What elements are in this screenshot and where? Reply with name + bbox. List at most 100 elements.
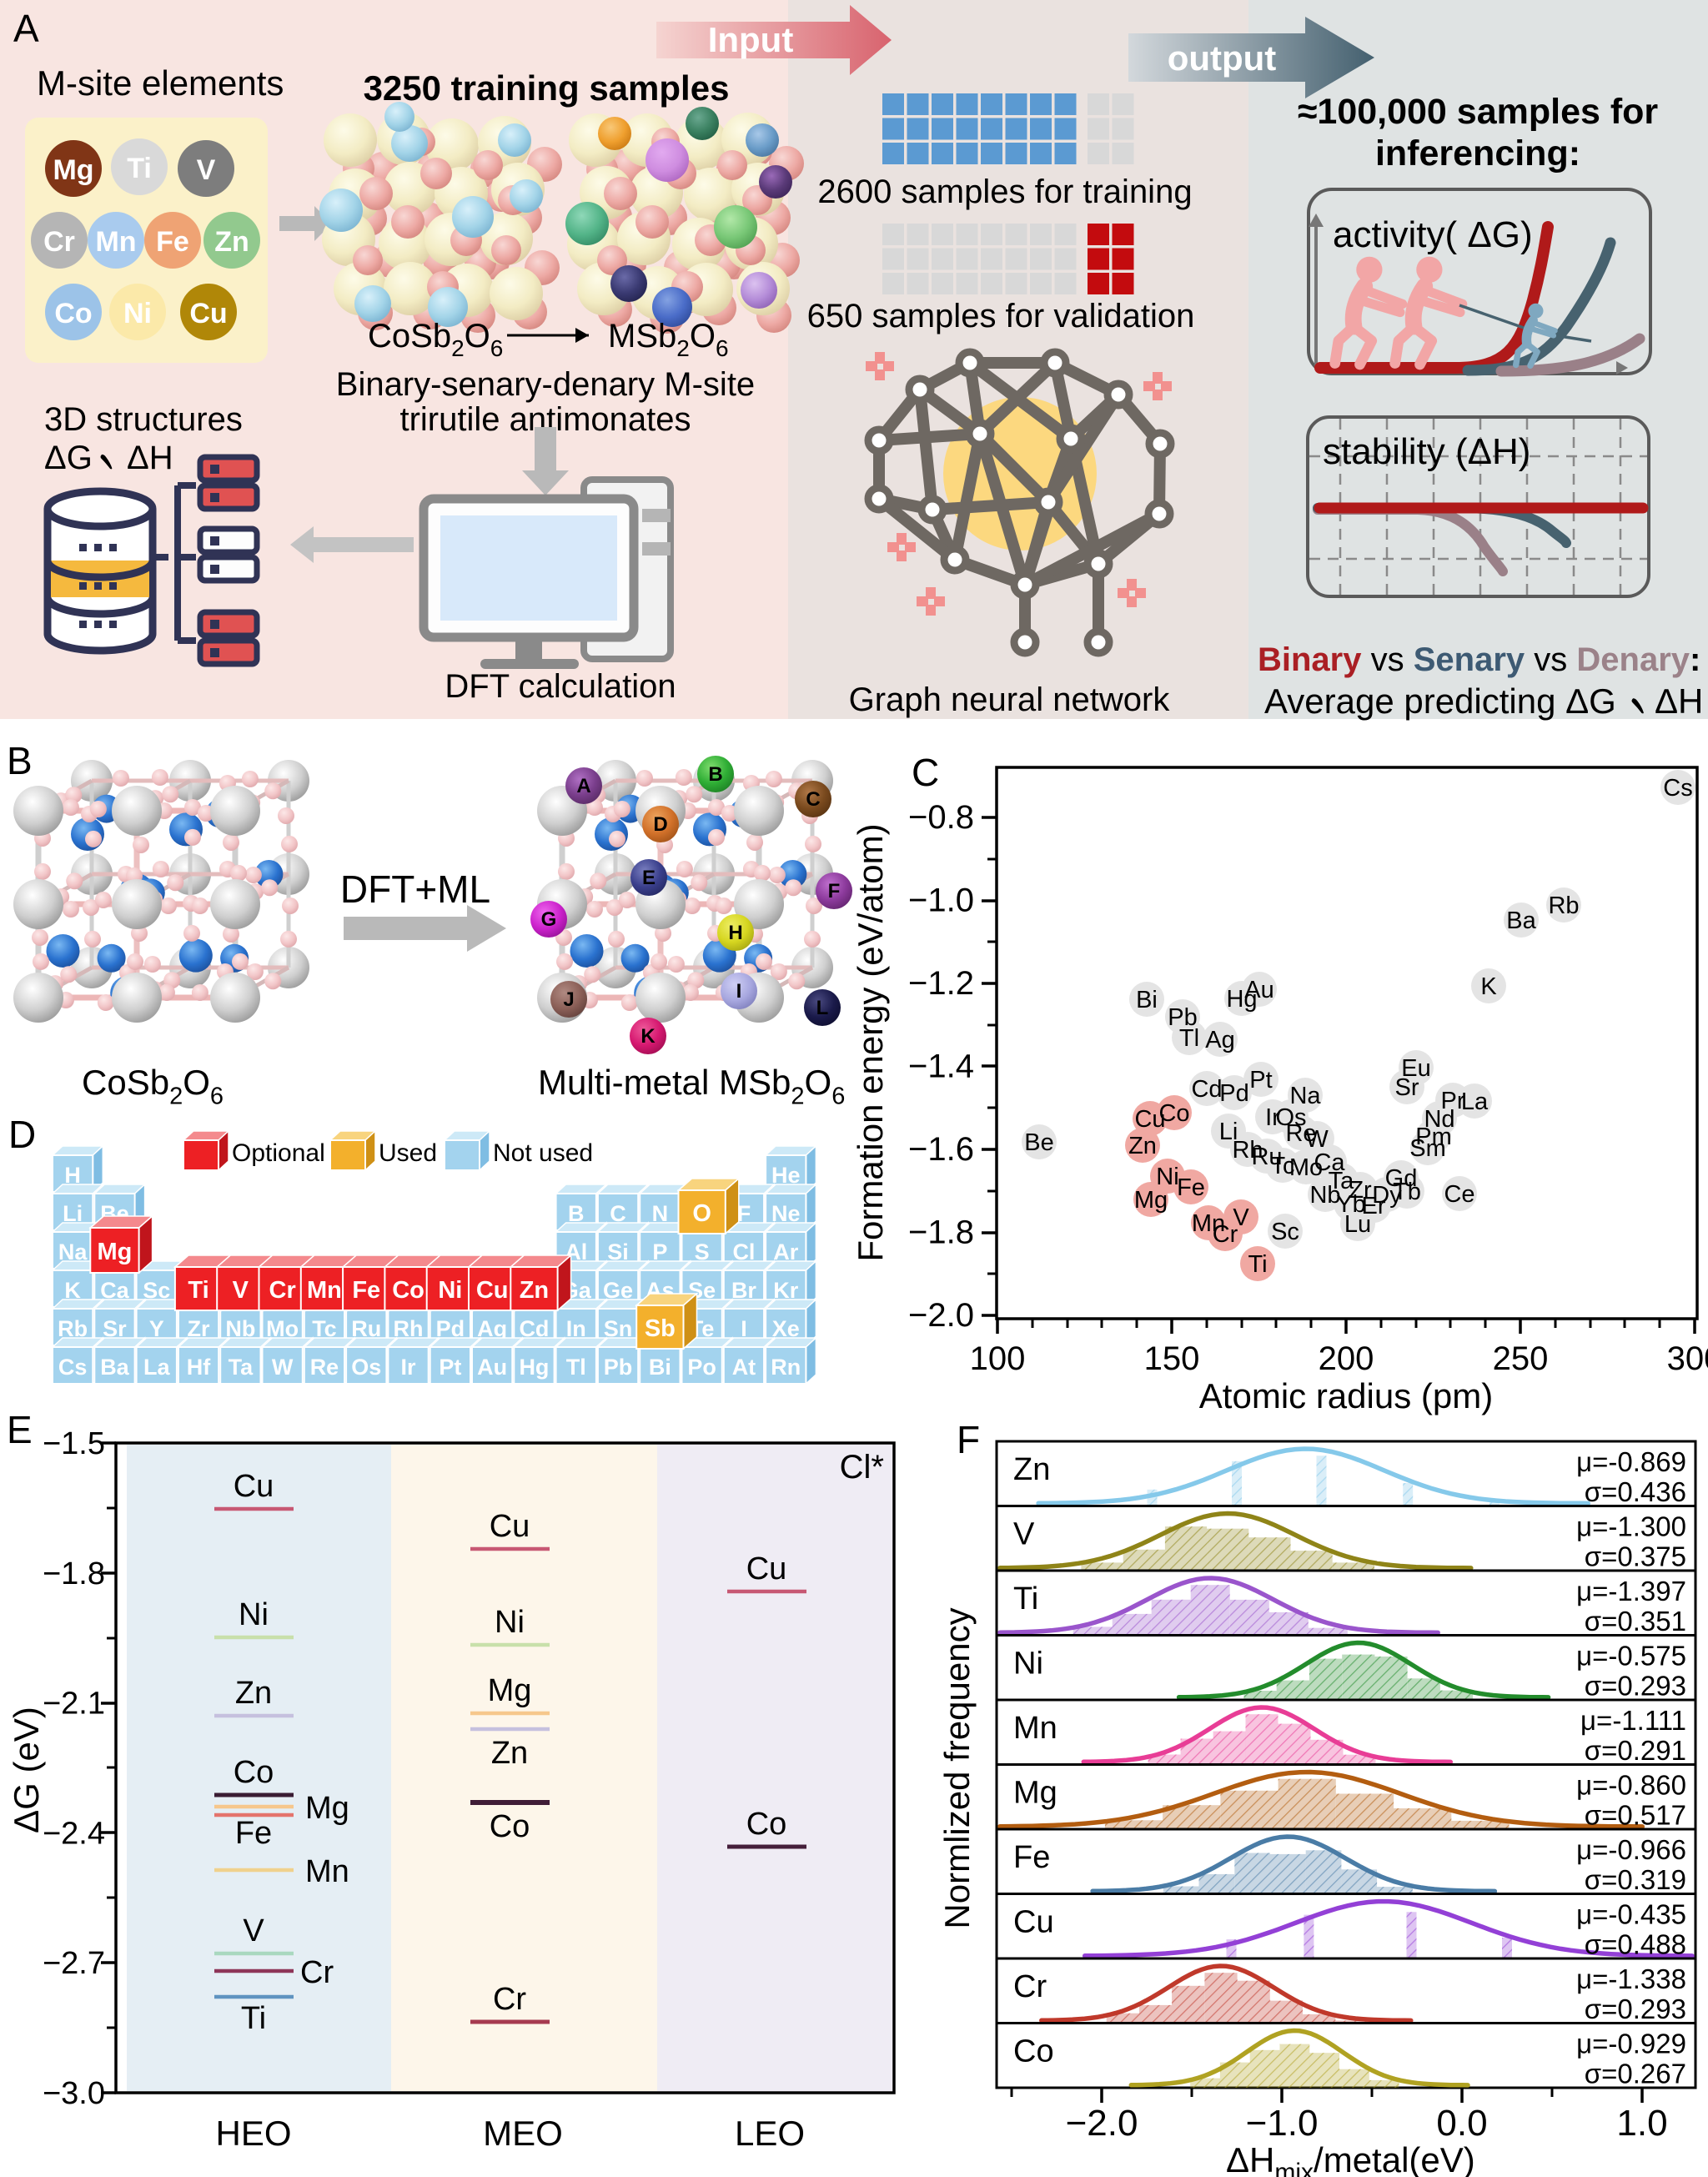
- svg-text:Ca: Ca: [100, 1278, 129, 1303]
- svg-text:Os: Os: [351, 1355, 381, 1380]
- svg-text:Zn: Zn: [1128, 1133, 1157, 1159]
- svg-text:−1.0: −1.0: [908, 882, 974, 919]
- svg-text:V: V: [197, 154, 216, 186]
- svg-text:Rh: Rh: [394, 1316, 424, 1341]
- svg-text:Fe: Fe: [235, 1816, 272, 1851]
- svg-text:−0.8: −0.8: [908, 799, 974, 836]
- svg-text:Mg: Mg: [1134, 1187, 1168, 1214]
- svg-text:I: I: [736, 980, 742, 1003]
- svg-text:C: C: [610, 1201, 626, 1226]
- svg-text:Cr: Cr: [300, 1955, 334, 1990]
- svg-text:ΔH: ΔH: [1655, 681, 1703, 721]
- svg-text:Zn: Zn: [520, 1277, 549, 1304]
- svg-text:Zn: Zn: [491, 1736, 528, 1771]
- svg-text:HEO: HEO: [215, 2114, 291, 2153]
- svg-text:Cs: Cs: [1663, 775, 1692, 802]
- svg-text:V: V: [233, 1277, 249, 1304]
- svg-text:Co: Co: [490, 1809, 530, 1844]
- svg-text:In: In: [566, 1316, 586, 1341]
- svg-text:Cl: Cl: [732, 1239, 755, 1264]
- svg-text:B: B: [708, 763, 722, 786]
- svg-text:Re: Re: [1285, 1120, 1316, 1147]
- svg-text:−3.0: −3.0: [43, 2076, 105, 2111]
- svg-text:−1.8: −1.8: [908, 1214, 974, 1251]
- svg-text:−1.4: −1.4: [908, 1048, 974, 1085]
- svg-text:200: 200: [1319, 1340, 1374, 1377]
- svg-text:650 samples for validation: 650 samples for validation: [807, 298, 1195, 334]
- svg-text:D: D: [8, 1113, 36, 1156]
- svg-text:≈100,000 samples for: ≈100,000 samples for: [1298, 92, 1659, 132]
- svg-text:V: V: [243, 1913, 264, 1948]
- svg-text:B: B: [568, 1201, 585, 1226]
- svg-text:Ta: Ta: [1329, 1168, 1355, 1194]
- svg-text:Ag: Ag: [1205, 1027, 1234, 1053]
- svg-text:Mo: Mo: [1289, 1154, 1323, 1181]
- svg-text:Gd: Gd: [1385, 1165, 1418, 1192]
- svg-text:−2.0: −2.0: [1066, 2103, 1138, 2144]
- svg-text:Atomic radius (pm): Atomic radius (pm): [1199, 1376, 1493, 1415]
- svg-text:CoSb2O6: CoSb2O6: [368, 318, 503, 361]
- svg-text:H: H: [728, 922, 742, 944]
- svg-text:Cu: Cu: [189, 298, 227, 329]
- svg-text:DFT+ML: DFT+ML: [340, 867, 490, 911]
- svg-text:Zn: Zn: [1013, 1452, 1050, 1487]
- svg-text:Fe: Fe: [1013, 1840, 1050, 1875]
- svg-text:Nb: Nb: [1309, 1182, 1340, 1209]
- svg-text:Bi: Bi: [649, 1355, 671, 1380]
- svg-text:output: output: [1168, 38, 1277, 78]
- svg-text:Fe: Fe: [156, 226, 189, 258]
- svg-text:−1.6: −1.6: [908, 1131, 974, 1168]
- svg-text:ΔG (eV): ΔG (eV): [7, 1707, 46, 1833]
- svg-text:μ=-0.575: μ=-0.575: [1576, 1641, 1686, 1672]
- svg-text:μ=-0.966: μ=-0.966: [1576, 1834, 1686, 1865]
- svg-text:μ=-1.111: μ=-1.111: [1580, 1705, 1686, 1736]
- svg-text:E: E: [7, 1408, 33, 1451]
- svg-text:Dy: Dy: [1372, 1182, 1402, 1209]
- svg-text:Pt: Pt: [1249, 1067, 1272, 1094]
- svg-text:Bi: Bi: [1136, 987, 1158, 1013]
- svg-text:Cu: Cu: [476, 1277, 509, 1304]
- svg-text:Cr: Cr: [1013, 1969, 1047, 2004]
- svg-text:Eu: Eu: [1401, 1055, 1430, 1082]
- svg-text:Co: Co: [54, 298, 92, 329]
- svg-text:Ni: Ni: [495, 1605, 525, 1640]
- svg-text:Sc: Sc: [1271, 1219, 1299, 1245]
- svg-text:σ=0.375: σ=0.375: [1585, 1541, 1686, 1572]
- svg-text:J: J: [563, 988, 574, 1011]
- svg-text:Li: Li: [1219, 1119, 1238, 1145]
- svg-text:Pb: Pb: [1168, 1004, 1197, 1031]
- svg-text:La: La: [1461, 1088, 1489, 1115]
- svg-text:Ge: Ge: [603, 1278, 633, 1303]
- svg-text:Ti: Ti: [241, 2001, 266, 2036]
- svg-text:Cd: Cd: [1191, 1076, 1222, 1103]
- svg-text:Co: Co: [746, 1807, 787, 1842]
- svg-text:Co: Co: [1158, 1100, 1189, 1127]
- svg-text:Ni: Ni: [123, 298, 152, 329]
- svg-text:Br: Br: [731, 1278, 756, 1303]
- svg-text:Fe: Fe: [1177, 1174, 1205, 1201]
- svg-text:Au: Au: [1244, 977, 1273, 1003]
- svg-text:Mg: Mg: [98, 1239, 133, 1265]
- svg-text:E: E: [642, 867, 656, 889]
- svg-text:Nd: Nd: [1424, 1106, 1454, 1133]
- svg-text:M-site elements: M-site elements: [37, 63, 284, 103]
- svg-text:Ti: Ti: [1013, 1581, 1038, 1616]
- svg-text:Rb: Rb: [1548, 892, 1579, 919]
- svg-text:Binary-senary-denary M-site: Binary-senary-denary M-site: [336, 366, 755, 403]
- svg-text:Graph neural network: Graph neural network: [849, 681, 1171, 718]
- svg-text:Mn: Mn: [307, 1277, 342, 1304]
- svg-text:σ=0.436: σ=0.436: [1585, 1476, 1686, 1507]
- svg-text:Average predicting ΔG: Average predicting ΔG: [1264, 681, 1616, 721]
- svg-text:μ=-0.435: μ=-0.435: [1576, 1899, 1686, 1930]
- svg-text:L: L: [816, 997, 829, 1019]
- svg-text:Formation energy (eV/atom): Formation energy (eV/atom): [851, 823, 890, 1261]
- svg-text:W: W: [1305, 1126, 1329, 1153]
- svg-text:Cu: Cu: [1013, 1905, 1054, 1940]
- svg-text:Tc: Tc: [1271, 1153, 1295, 1179]
- svg-text:Pd: Pd: [1219, 1080, 1248, 1107]
- svg-text:150: 150: [1144, 1340, 1200, 1377]
- svg-text:Co: Co: [392, 1277, 424, 1304]
- svg-text:B: B: [7, 739, 33, 782]
- svg-text:Cu: Cu: [1134, 1106, 1165, 1133]
- svg-text:Tl: Tl: [1179, 1025, 1199, 1052]
